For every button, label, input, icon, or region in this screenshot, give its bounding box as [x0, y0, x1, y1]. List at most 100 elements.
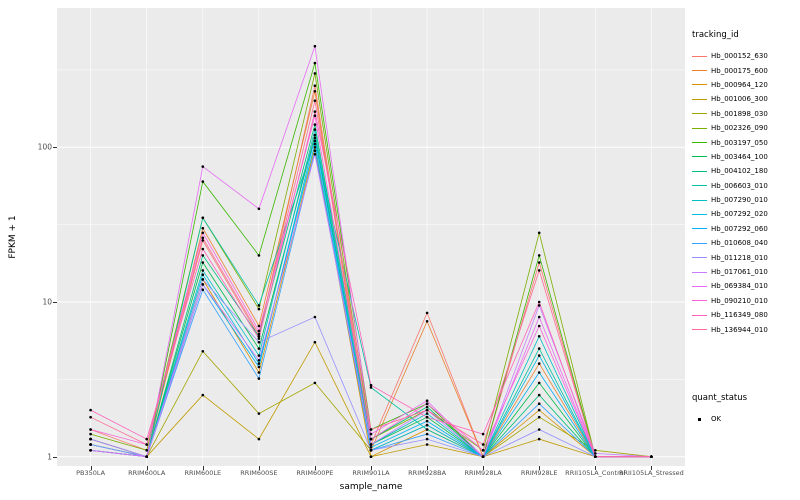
line-key-icon — [692, 65, 707, 76]
y-tick-label: 100 — [37, 142, 52, 152]
legend-item-label: Hb_003464_100 — [711, 152, 768, 161]
data-point — [369, 386, 373, 389]
line-key-icon — [692, 223, 707, 234]
data-point — [257, 304, 261, 307]
legend-item-label: Hb_007292_060 — [711, 224, 768, 233]
plot-svg — [57, 8, 685, 466]
data-point — [313, 149, 317, 152]
data-point — [257, 335, 261, 338]
data-point — [201, 165, 205, 168]
data-point — [257, 332, 261, 336]
legend-item-label: Hb_006603_010 — [711, 181, 768, 190]
data-point — [201, 269, 205, 272]
data-point — [537, 354, 541, 357]
plot-panel — [57, 8, 685, 466]
x-tick-mark — [314, 466, 316, 470]
legend-items-tracking-id: Hb_000152_630 Hb_000175_600 Hb_000964_120 H… — [692, 49, 798, 337]
data-point — [201, 350, 205, 353]
data-point — [313, 123, 317, 126]
legend-title-quant-status: quant_status — [692, 392, 748, 403]
data-point — [537, 315, 541, 319]
legend-item: Hb_002326_090 — [692, 121, 798, 135]
legend-item-label: Hb_010608_040 — [711, 239, 768, 248]
data-point — [313, 110, 317, 113]
legend-item: Hb_001898_030 — [692, 107, 798, 121]
data-point — [89, 443, 92, 446]
data-point — [201, 278, 205, 281]
legend-item-label: Hb_001898_030 — [711, 109, 768, 118]
data-point — [425, 311, 429, 315]
legend-item: Hb_001006_300 — [692, 92, 798, 106]
x-tick-label: RRIM928LA — [464, 469, 502, 477]
x-tick-mark — [146, 466, 148, 470]
data-point — [425, 437, 429, 441]
data-point — [201, 273, 205, 277]
data-point — [145, 455, 148, 459]
data-point — [89, 415, 92, 419]
x-tick-label: RRIM928LE — [520, 469, 558, 477]
data-point — [425, 415, 429, 419]
data-point — [313, 142, 317, 146]
data-point — [257, 324, 261, 328]
legend-item-label: Hb_017061_010 — [711, 268, 768, 277]
data-point — [201, 231, 205, 235]
data-point — [369, 437, 373, 441]
x-tick-labels: PB350LA RRIM600LA RRIM600LE RRIM600SE RRIM60… — [57, 469, 685, 481]
data-point — [201, 254, 205, 257]
x-tick-label: RRIM600PE — [296, 469, 334, 477]
legend-item: Hb_011218_010 — [692, 250, 798, 264]
legend-item: Hb_000152_630 — [692, 49, 798, 63]
data-point — [257, 329, 261, 333]
data-point — [89, 437, 92, 441]
y-tick-labels: 1 10 100 — [0, 8, 52, 466]
data-point — [594, 455, 597, 459]
x-tick-mark — [90, 466, 92, 470]
legend-item: Hb_007292_020 — [692, 207, 798, 221]
x-tick-mark — [595, 466, 597, 470]
data-point — [201, 180, 205, 183]
data-point — [594, 449, 597, 452]
legend-item: Hb_007292_060 — [692, 222, 798, 236]
x-tick-mark — [371, 466, 372, 470]
line-key-icon — [692, 281, 707, 292]
data-point — [257, 254, 261, 257]
data-point — [257, 347, 261, 350]
data-point — [313, 136, 317, 140]
legend-item-label: Hb_136944_010 — [711, 325, 768, 334]
data-point — [313, 146, 317, 149]
line-key-icon — [692, 137, 707, 148]
legend-item: Hb_003464_100 — [692, 150, 798, 164]
line-key-icon — [692, 295, 707, 306]
data-point — [313, 99, 317, 102]
line-key-icon — [692, 108, 707, 119]
legend-item-label: Hb_000152_630 — [711, 52, 768, 61]
x-tick-mark — [427, 466, 429, 470]
data-point — [537, 335, 541, 338]
data-point — [537, 362, 541, 365]
data-point — [313, 340, 317, 344]
data-point — [313, 61, 317, 65]
x-tick-label: RRIM901LA — [352, 469, 390, 477]
data-point — [257, 359, 261, 362]
data-point — [313, 72, 317, 75]
y-tick-label: 10 — [42, 297, 52, 307]
data-point — [425, 423, 429, 427]
line-key-icon — [692, 166, 707, 177]
data-point — [313, 133, 317, 137]
data-point — [257, 340, 261, 344]
legend-item-label: Hb_069384_010 — [711, 282, 768, 291]
data-point — [537, 347, 541, 350]
legend-item-label: Hb_011218_010 — [711, 253, 768, 262]
y-tick-mark — [53, 147, 57, 149]
data-point — [369, 455, 373, 459]
data-point — [537, 300, 541, 304]
data-point — [537, 393, 541, 397]
data-point — [313, 84, 317, 87]
data-point — [201, 239, 205, 242]
line-key-icon — [692, 310, 707, 321]
data-point — [257, 362, 261, 365]
data-point — [425, 320, 429, 323]
legend-item-label: OK — [711, 415, 722, 423]
y-tick-mark — [53, 456, 57, 458]
data-point — [481, 449, 485, 452]
